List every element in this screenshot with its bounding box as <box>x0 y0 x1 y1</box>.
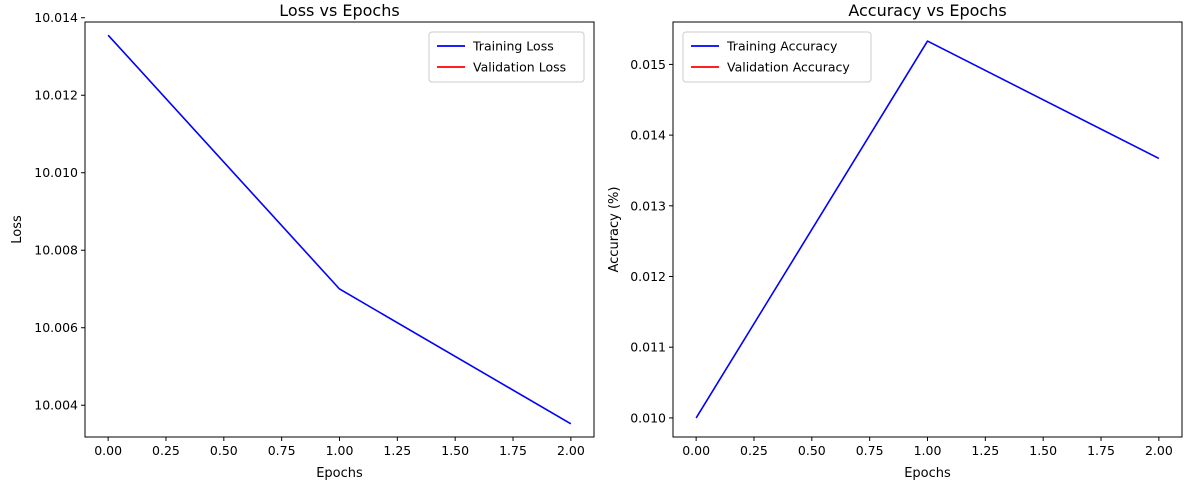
legend-box <box>682 31 872 83</box>
chart-title: Loss vs Epochs <box>279 1 399 20</box>
y-tick-label: 0.013 <box>630 198 666 213</box>
accuracy-chart: 0.00 0.25 0.50 0.75 1.00 1.25 1.50 1.75 2.00 0.01… <box>607 1 1183 481</box>
y-tick-label: 0.015 <box>630 57 666 72</box>
x-tick-label: 0.50 <box>798 443 826 458</box>
x-tick-label: 0.25 <box>152 443 180 458</box>
y-tick-label: 0.011 <box>630 340 666 355</box>
x-tick-label: 1.00 <box>914 443 942 458</box>
legend-label: Training Accuracy <box>726 39 838 54</box>
y-tick-label: 0.012 <box>630 269 666 284</box>
x-tick-label: 2.00 <box>1145 443 1173 458</box>
loss-chart: 0.00 0.25 0.50 0.75 1.00 1.25 1.50 1.75 2.00 10.0… <box>10 1 595 481</box>
legend-label: Validation Accuracy <box>727 60 850 75</box>
legend-label: Validation Loss <box>473 60 566 75</box>
plot-area <box>672 21 1183 438</box>
x-tick-label: 0.50 <box>210 443 238 458</box>
x-tick-label: 0.00 <box>682 443 710 458</box>
x-tick-label: 0.75 <box>856 443 884 458</box>
y-tick-label: 0.014 <box>630 128 666 143</box>
y-axis-label: Loss <box>10 215 25 244</box>
x-tick-label: 1.50 <box>1029 443 1057 458</box>
x-tick-label: 1.00 <box>326 443 354 458</box>
legend: Training Accuracy Validation Accuracy <box>682 31 872 83</box>
y-tick-label: 10.014 <box>34 10 78 25</box>
x-tick-label: 1.25 <box>971 443 999 458</box>
x-tick-label: 1.75 <box>1087 443 1115 458</box>
y-tick-label: 10.010 <box>34 165 78 180</box>
x-tick-label: 2.00 <box>557 443 585 458</box>
series-line-training-loss <box>107 34 572 425</box>
plot-area <box>84 21 595 438</box>
legend-box <box>428 31 585 83</box>
legend: Training Loss Validation Loss <box>428 31 585 83</box>
y-tick-label: 10.004 <box>34 398 78 413</box>
x-axis-label: Epochs <box>904 466 951 481</box>
y-tick-label: 10.012 <box>34 88 78 103</box>
x-tick-label: 0.75 <box>268 443 296 458</box>
x-tick-label: 1.50 <box>441 443 469 458</box>
x-tick-label: 1.25 <box>383 443 411 458</box>
chart-title: Accuracy vs Epochs <box>848 1 1006 20</box>
series-line-training-accuracy <box>695 40 1160 419</box>
y-tick-label: 10.008 <box>34 243 78 258</box>
x-tick-label: 1.75 <box>499 443 527 458</box>
x-axis-label: Epochs <box>316 466 363 481</box>
legend-label: Training Loss <box>472 39 554 54</box>
y-axis-label: Accuracy (%) <box>607 187 622 273</box>
y-tick-label: 10.006 <box>34 320 78 335</box>
y-tick-label: 0.010 <box>630 410 666 425</box>
x-tick-label: 0.00 <box>94 443 122 458</box>
x-tick-label: 0.25 <box>740 443 768 458</box>
